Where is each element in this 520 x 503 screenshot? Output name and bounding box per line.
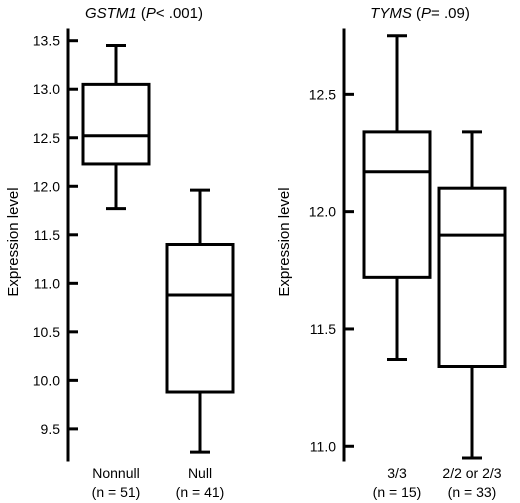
title-gene-gstm1: GSTM1 xyxy=(85,5,137,22)
ytick-label-tyms: 12.5 xyxy=(309,86,336,102)
category-n-label-tyms: (n = 33) xyxy=(448,484,497,500)
boxes-tyms xyxy=(362,34,507,460)
box-tyms-1 xyxy=(362,34,432,361)
ytick-label-tyms: 11.5 xyxy=(310,321,336,337)
boxes-gstm1 xyxy=(81,44,235,454)
category-n-label-tyms: (n = 15) xyxy=(373,484,422,500)
panel-tyms: TYMS (P= .09) Expression level 11.011.51… xyxy=(276,5,507,500)
category-label-tyms: 3/3 xyxy=(387,465,407,481)
title-gene-tyms: TYMS xyxy=(370,5,412,22)
ytick-label-gstm1: 9.5 xyxy=(41,421,61,437)
title-paren-close-tyms: ) xyxy=(465,5,470,22)
box-tyms-2 xyxy=(437,130,507,460)
ytick-label-gstm1: 11.5 xyxy=(34,227,60,243)
category-label-gstm1: Nonnull xyxy=(92,465,139,481)
ytick-label-tyms: 12.0 xyxy=(309,204,336,220)
box-iqr xyxy=(362,130,432,279)
ytick-label-gstm1: 11.0 xyxy=(34,275,60,291)
ticks-gstm1: 9.5 10.0 10.5 11.0 11.5 12.0 12.5 13.0 13.5 xyxy=(33,33,78,437)
ytick-label-gstm1: 12.0 xyxy=(33,178,60,194)
title-gstm1: GSTM1 (P< .001) xyxy=(85,5,203,22)
category-n-label-gstm1: (n = 51) xyxy=(92,484,141,500)
categories-tyms: 3/3 (n = 15) 2/2 or 2/3 (n = 33) xyxy=(373,465,502,500)
box-iqr xyxy=(81,82,151,166)
ytick-label-gstm1: 13.5 xyxy=(33,33,60,49)
ticks-tyms: 11.0 11.5 12.0 12.5 xyxy=(309,86,354,454)
ytick-label-tyms: 11.0 xyxy=(310,438,336,454)
box-gstm1-1 xyxy=(81,44,151,211)
box-iqr xyxy=(165,243,235,394)
title-p-letter-gstm1: P xyxy=(146,5,156,22)
ylabel-gstm1: Expression level xyxy=(5,187,22,296)
category-label-tyms: 2/2 or 2/3 xyxy=(442,465,501,481)
box-iqr xyxy=(437,186,507,368)
category-label-gstm1: Null xyxy=(188,465,212,481)
ytick-label-gstm1: 12.5 xyxy=(33,130,60,146)
ytick-label-gstm1: 10.0 xyxy=(33,372,60,388)
title-paren-open-gstm1: ( xyxy=(137,5,146,22)
box-gstm1-2 xyxy=(165,188,235,454)
title-tyms: TYMS (P= .09) xyxy=(370,5,470,22)
title-paren-close-gstm1: ) xyxy=(198,5,203,22)
title-p-value-tyms: = .09 xyxy=(431,5,465,22)
ytick-label-gstm1: 10.5 xyxy=(33,324,60,340)
category-n-label-gstm1: (n = 41) xyxy=(176,484,225,500)
ytick-label-gstm1: 13.0 xyxy=(33,81,60,97)
categories-gstm1: Nonnull (n = 51) Null (n = 41) xyxy=(92,465,225,500)
title-p-value-gstm1: < .001 xyxy=(156,5,198,22)
title-paren-open-tyms: ( xyxy=(412,5,421,22)
panel-gstm1: GSTM1 (P< .001) Expression level 9.5 10.0… xyxy=(5,5,235,500)
title-p-letter-tyms: P xyxy=(421,5,431,22)
ylabel-tyms: Expression level xyxy=(276,187,293,296)
